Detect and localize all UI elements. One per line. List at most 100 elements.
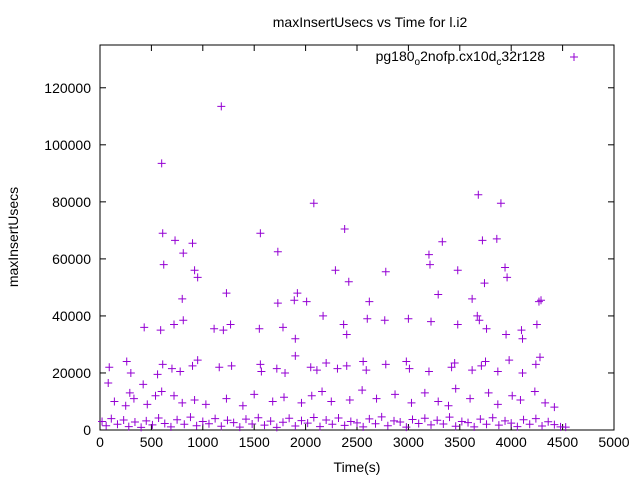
data-point	[223, 416, 232, 425]
data-point	[278, 418, 287, 427]
data-point	[481, 357, 490, 366]
y-tick-label: 20000	[52, 365, 91, 381]
data-point	[453, 320, 462, 329]
data-point	[167, 364, 176, 373]
data-point	[157, 159, 166, 168]
data-point	[408, 415, 417, 424]
data-point	[496, 199, 505, 208]
data-point	[318, 387, 327, 396]
data-point	[312, 366, 321, 375]
data-point	[306, 363, 315, 372]
data-point	[179, 316, 188, 325]
data-point	[156, 326, 165, 335]
data-point	[438, 237, 447, 246]
data-point	[405, 364, 414, 373]
data-point	[137, 423, 146, 432]
data-point	[434, 397, 443, 406]
data-point	[160, 419, 169, 428]
y-tick-label: 80000	[52, 194, 91, 210]
data-point	[372, 394, 381, 403]
y-tick-label: 60000	[52, 251, 91, 267]
data-point	[192, 421, 201, 430]
data-point	[402, 357, 411, 366]
data-point	[396, 418, 405, 427]
axis-ticks: 0 500 1000 1500 2000 2500 3000 3500 4000 4500 5000…	[44, 45, 630, 450]
data-point	[447, 363, 456, 372]
data-point	[402, 423, 411, 432]
data-point	[98, 417, 107, 426]
data-point	[235, 423, 244, 432]
data-point	[544, 417, 553, 426]
data-point	[176, 367, 185, 376]
data-point	[427, 420, 436, 429]
chart-title: maxInsertUsecs vs Time for l.i2	[273, 14, 468, 30]
legend-text-part: pg180	[376, 48, 415, 64]
data-point	[256, 360, 265, 369]
data-point	[142, 416, 151, 425]
data-point	[178, 294, 187, 303]
data-point	[473, 311, 482, 320]
data-point	[444, 401, 453, 410]
data-point	[113, 420, 122, 429]
data-point	[204, 419, 213, 428]
data-point	[434, 290, 443, 299]
data-point	[273, 299, 282, 308]
data-point	[505, 356, 514, 365]
data-point	[358, 386, 367, 395]
x-tick-label: 2500	[341, 434, 372, 450]
data-point	[148, 420, 157, 429]
data-point	[219, 326, 228, 335]
data-point	[139, 380, 148, 389]
data-point	[272, 364, 281, 373]
data-point	[445, 413, 454, 422]
data-point	[424, 250, 433, 259]
data-point	[151, 391, 160, 400]
data-point	[333, 364, 342, 373]
data-point	[494, 421, 503, 430]
data-point	[315, 422, 324, 431]
data-point	[404, 314, 413, 323]
data-point	[474, 190, 483, 199]
data-point	[211, 414, 220, 423]
data-point	[451, 422, 460, 431]
data-point	[129, 394, 138, 403]
data-point	[468, 294, 477, 303]
data-point	[190, 266, 199, 275]
data-point	[217, 422, 226, 431]
data-point	[121, 401, 130, 410]
data-point	[170, 320, 179, 329]
data-point	[345, 396, 354, 405]
data-point	[257, 367, 266, 376]
data-point	[468, 366, 477, 375]
data-point	[309, 413, 318, 422]
data-point	[362, 366, 371, 375]
data-point	[414, 419, 423, 428]
x-axis-label: Time(s)	[334, 459, 381, 475]
legend-subscript: o	[415, 57, 421, 68]
data-point	[501, 263, 510, 272]
data-point	[238, 401, 247, 410]
data-point	[492, 234, 501, 243]
data-point	[268, 397, 277, 406]
data-point	[457, 417, 466, 426]
data-point	[291, 334, 300, 343]
data-point	[377, 412, 386, 421]
data-point	[190, 396, 199, 405]
data-point	[478, 236, 487, 245]
data-point	[477, 361, 486, 370]
data-point	[371, 419, 380, 428]
data-point	[285, 414, 294, 423]
data-point	[260, 421, 269, 430]
data-point	[322, 358, 331, 367]
data-point	[256, 229, 265, 238]
data-point	[531, 360, 540, 369]
data-point	[291, 351, 300, 360]
data-point	[340, 421, 349, 430]
legend-entry-label: pg180o2nofp.cx10dc32r128	[376, 48, 546, 68]
data-point	[502, 330, 511, 339]
data-point	[188, 361, 197, 370]
data-point	[125, 388, 134, 397]
data-point	[365, 414, 374, 423]
data-point	[407, 398, 416, 407]
